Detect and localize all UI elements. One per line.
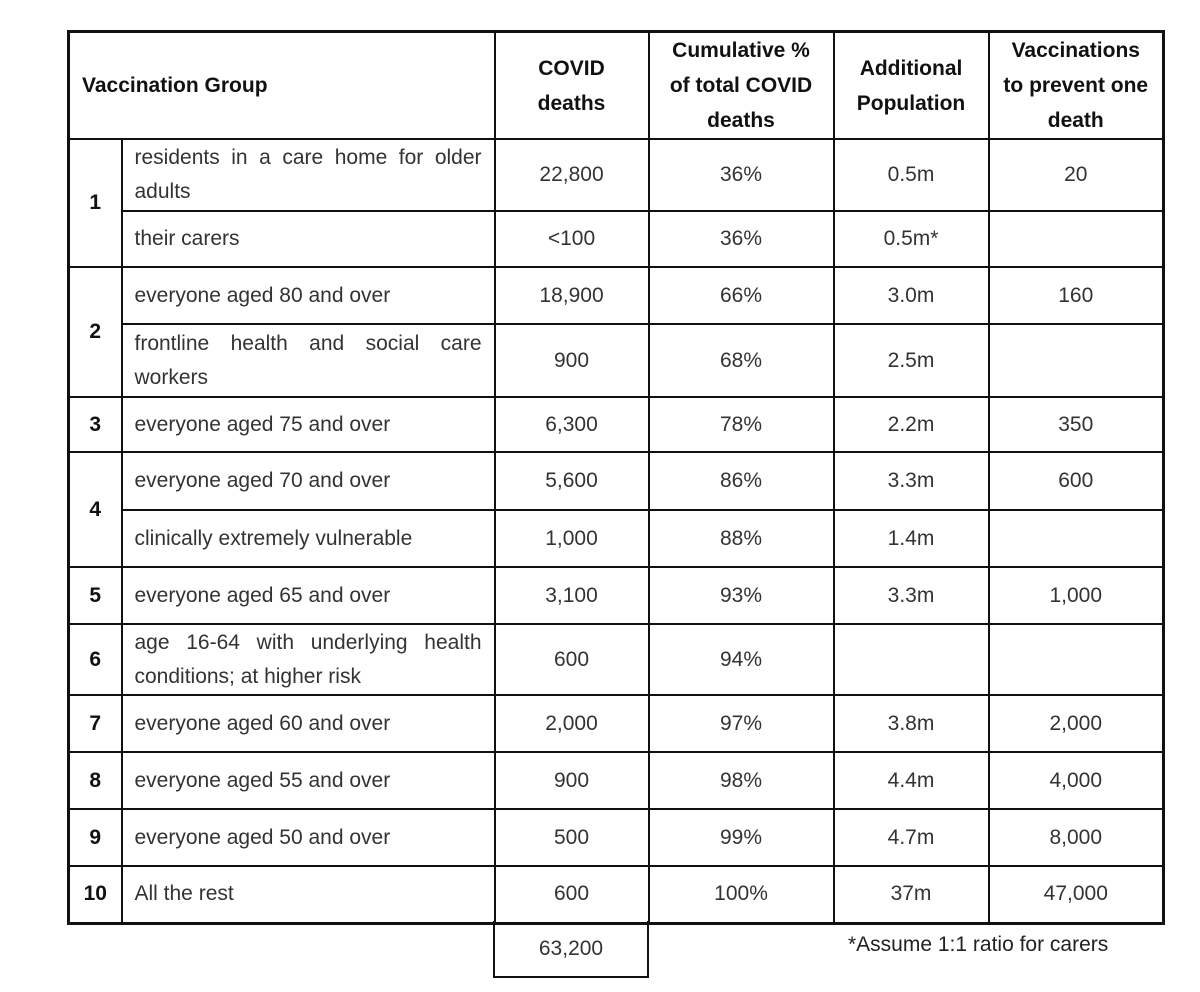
vaccinations-per-death: 20 [987, 138, 1165, 212]
covid-deaths: 3,100 [493, 566, 650, 625]
table-row: frontline health and social care workers… [69, 323, 1165, 398]
covid-deaths: 600 [493, 623, 650, 696]
additional-population: 2.5m [832, 323, 990, 398]
covid-deaths: 600 [493, 865, 650, 924]
table-row: 1 residents in a care home for older adul… [67, 138, 1165, 268]
table-row: their carers <100 36% 0.5m* [69, 210, 1165, 268]
table-row: 2 everyone aged 80 and over 18,900 66% 3.0m 1… [67, 266, 1165, 398]
additional-population: 3.3m [832, 566, 990, 625]
additional-population: 4.4m [832, 751, 990, 810]
cumulative-percent: 98% [647, 751, 835, 810]
group-description: residents in a care home for older adult… [120, 138, 496, 212]
group-description: everyone aged 60 and over [120, 694, 496, 753]
cumulative-percent: 94% [647, 623, 835, 696]
table-row: 5 everyone aged 65 and over 3,100 93% 3.3m 1,… [67, 566, 1165, 625]
vaccinations-per-death: 1,000 [987, 566, 1165, 625]
group-description: everyone aged 70 and over [120, 451, 496, 511]
footnote: *Assume 1:1 ratio for carers [848, 933, 1109, 956]
vaccinations-per-death: 47,000 [987, 865, 1165, 924]
group-number: 10 [67, 865, 123, 924]
additional-population: 1.4m [832, 509, 990, 568]
vaccinations-per-death [987, 509, 1165, 568]
covid-deaths: 5,600 [493, 451, 650, 511]
header-vaccinations: Vaccinations to prevent one death [987, 30, 1165, 140]
additional-population: 3.8m [832, 694, 990, 753]
additional-population: 2.2m [832, 396, 990, 453]
covid-deaths: 1,000 [493, 509, 650, 568]
cumulative-percent: 97% [647, 694, 835, 753]
cumulative-percent: 93% [647, 566, 835, 625]
cumulative-percent: 36% [647, 138, 835, 212]
vaccinations-per-death: 8,000 [987, 808, 1165, 867]
total-deaths: 63,200 [493, 921, 649, 978]
group-number: 6 [67, 623, 123, 696]
header-vaccination-group: Vaccination Group [67, 30, 496, 140]
group-number: 9 [67, 808, 123, 867]
group-description: age 16-64 with underlying health conditi… [120, 623, 496, 696]
vaccinations-per-death: 160 [987, 266, 1165, 325]
group-description: frontline health and social care workers [120, 323, 496, 398]
group-number: 8 [67, 751, 123, 810]
covid-deaths: 900 [493, 751, 650, 810]
additional-population: 0.5m [832, 138, 990, 212]
group-description: everyone aged 50 and over [120, 808, 496, 867]
cumulative-percent: 68% [647, 323, 835, 398]
group-description: everyone aged 75 and over [120, 396, 496, 453]
vaccinations-per-death [987, 623, 1165, 696]
vaccinations-per-death: 4,000 [987, 751, 1165, 810]
covid-deaths: 2,000 [493, 694, 650, 753]
table-row: 4 everyone aged 70 and over 5,600 86% 3.3m 60… [67, 451, 1165, 568]
cumulative-percent: 66% [647, 266, 835, 325]
covid-deaths: 900 [493, 323, 650, 398]
vaccinations-per-death: 350 [987, 396, 1165, 453]
vaccinations-per-death [987, 210, 1165, 268]
table-row: 10 All the rest 600 100% 37m 47,000 [67, 865, 1165, 924]
vaccinations-per-death [987, 323, 1165, 398]
additional-population: 0.5m* [832, 210, 990, 268]
table-row: clinically extremely vulnerable 1,000 88% 1… [69, 509, 1165, 568]
covid-deaths: 6,300 [493, 396, 650, 453]
group-description: everyone aged 55 and over [120, 751, 496, 810]
cumulative-percent: 86% [647, 451, 835, 511]
cumulative-percent: 100% [647, 865, 835, 924]
group-number: 7 [67, 694, 123, 753]
table-row: 3 everyone aged 75 and over 6,300 78% 2.2m 35… [67, 396, 1165, 453]
vaccinations-per-death: 600 [987, 451, 1165, 511]
table-row: 7 everyone aged 60 and over 2,000 97% 3.8m 2,… [67, 694, 1165, 753]
additional-population: 37m [832, 865, 990, 924]
covid-deaths: 500 [493, 808, 650, 867]
cumulative-percent: 99% [647, 808, 835, 867]
group-description: everyone aged 65 and over [120, 566, 496, 625]
header-covid-deaths: COVID deaths [493, 30, 650, 140]
table-row: 6 age 16-64 with underlying health condit… [67, 623, 1165, 696]
header-population: Additional Population [832, 30, 990, 140]
cumulative-percent: 36% [647, 210, 835, 268]
group-number: 1 [67, 138, 123, 268]
table-row: 8 everyone aged 55 and over 900 98% 4.4m 4,00… [67, 751, 1165, 810]
group-description: clinically extremely vulnerable [120, 509, 496, 568]
vaccinations-per-death: 2,000 [987, 694, 1165, 753]
group-description: their carers [120, 210, 496, 268]
additional-population: 3.0m [832, 266, 990, 325]
additional-population: 4.7m [832, 808, 990, 867]
group-number: 5 [67, 566, 123, 625]
covid-deaths: 18,900 [493, 266, 650, 325]
table-row: 9 everyone aged 50 and over 500 99% 4.7m 8,00… [67, 808, 1165, 867]
group-description: everyone aged 80 and over [120, 266, 496, 325]
header-cumulative: Cumulative % of total COVID deaths [647, 30, 835, 140]
cumulative-percent: 88% [647, 509, 835, 568]
group-number: 3 [67, 396, 123, 453]
additional-population: 3.3m [832, 451, 990, 511]
group-description: All the rest [120, 865, 496, 924]
group-number: 4 [67, 451, 123, 568]
cumulative-percent: 78% [647, 396, 835, 453]
vaccination-table: Vaccination Group COVID deaths Cumulativ… [67, 30, 1166, 925]
covid-deaths: <100 [493, 210, 650, 268]
covid-deaths: 22,800 [493, 138, 650, 212]
group-number: 2 [67, 266, 123, 398]
additional-population [832, 623, 990, 696]
